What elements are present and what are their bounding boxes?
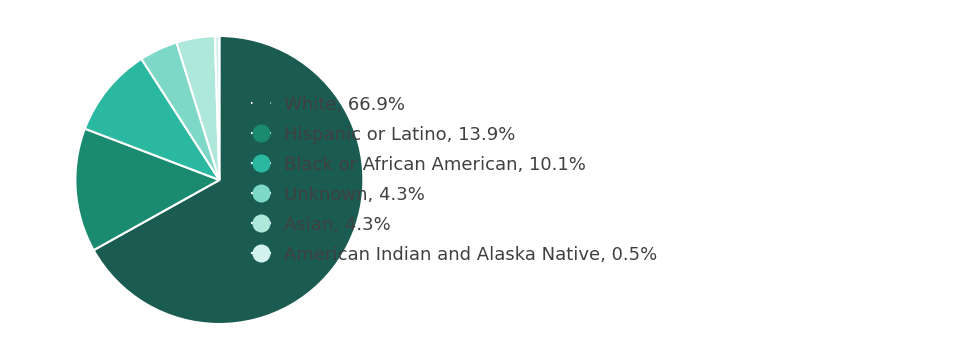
Legend: White, 66.9%, Hispanic or Latino, 13.9%, Black or African American, 10.1%, Unkno: White, 66.9%, Hispanic or Latino, 13.9%,… — [243, 87, 667, 273]
Wedge shape — [176, 36, 219, 180]
Wedge shape — [141, 42, 219, 180]
Wedge shape — [75, 129, 219, 250]
Wedge shape — [85, 59, 219, 180]
Wedge shape — [214, 36, 219, 180]
Wedge shape — [94, 36, 364, 324]
